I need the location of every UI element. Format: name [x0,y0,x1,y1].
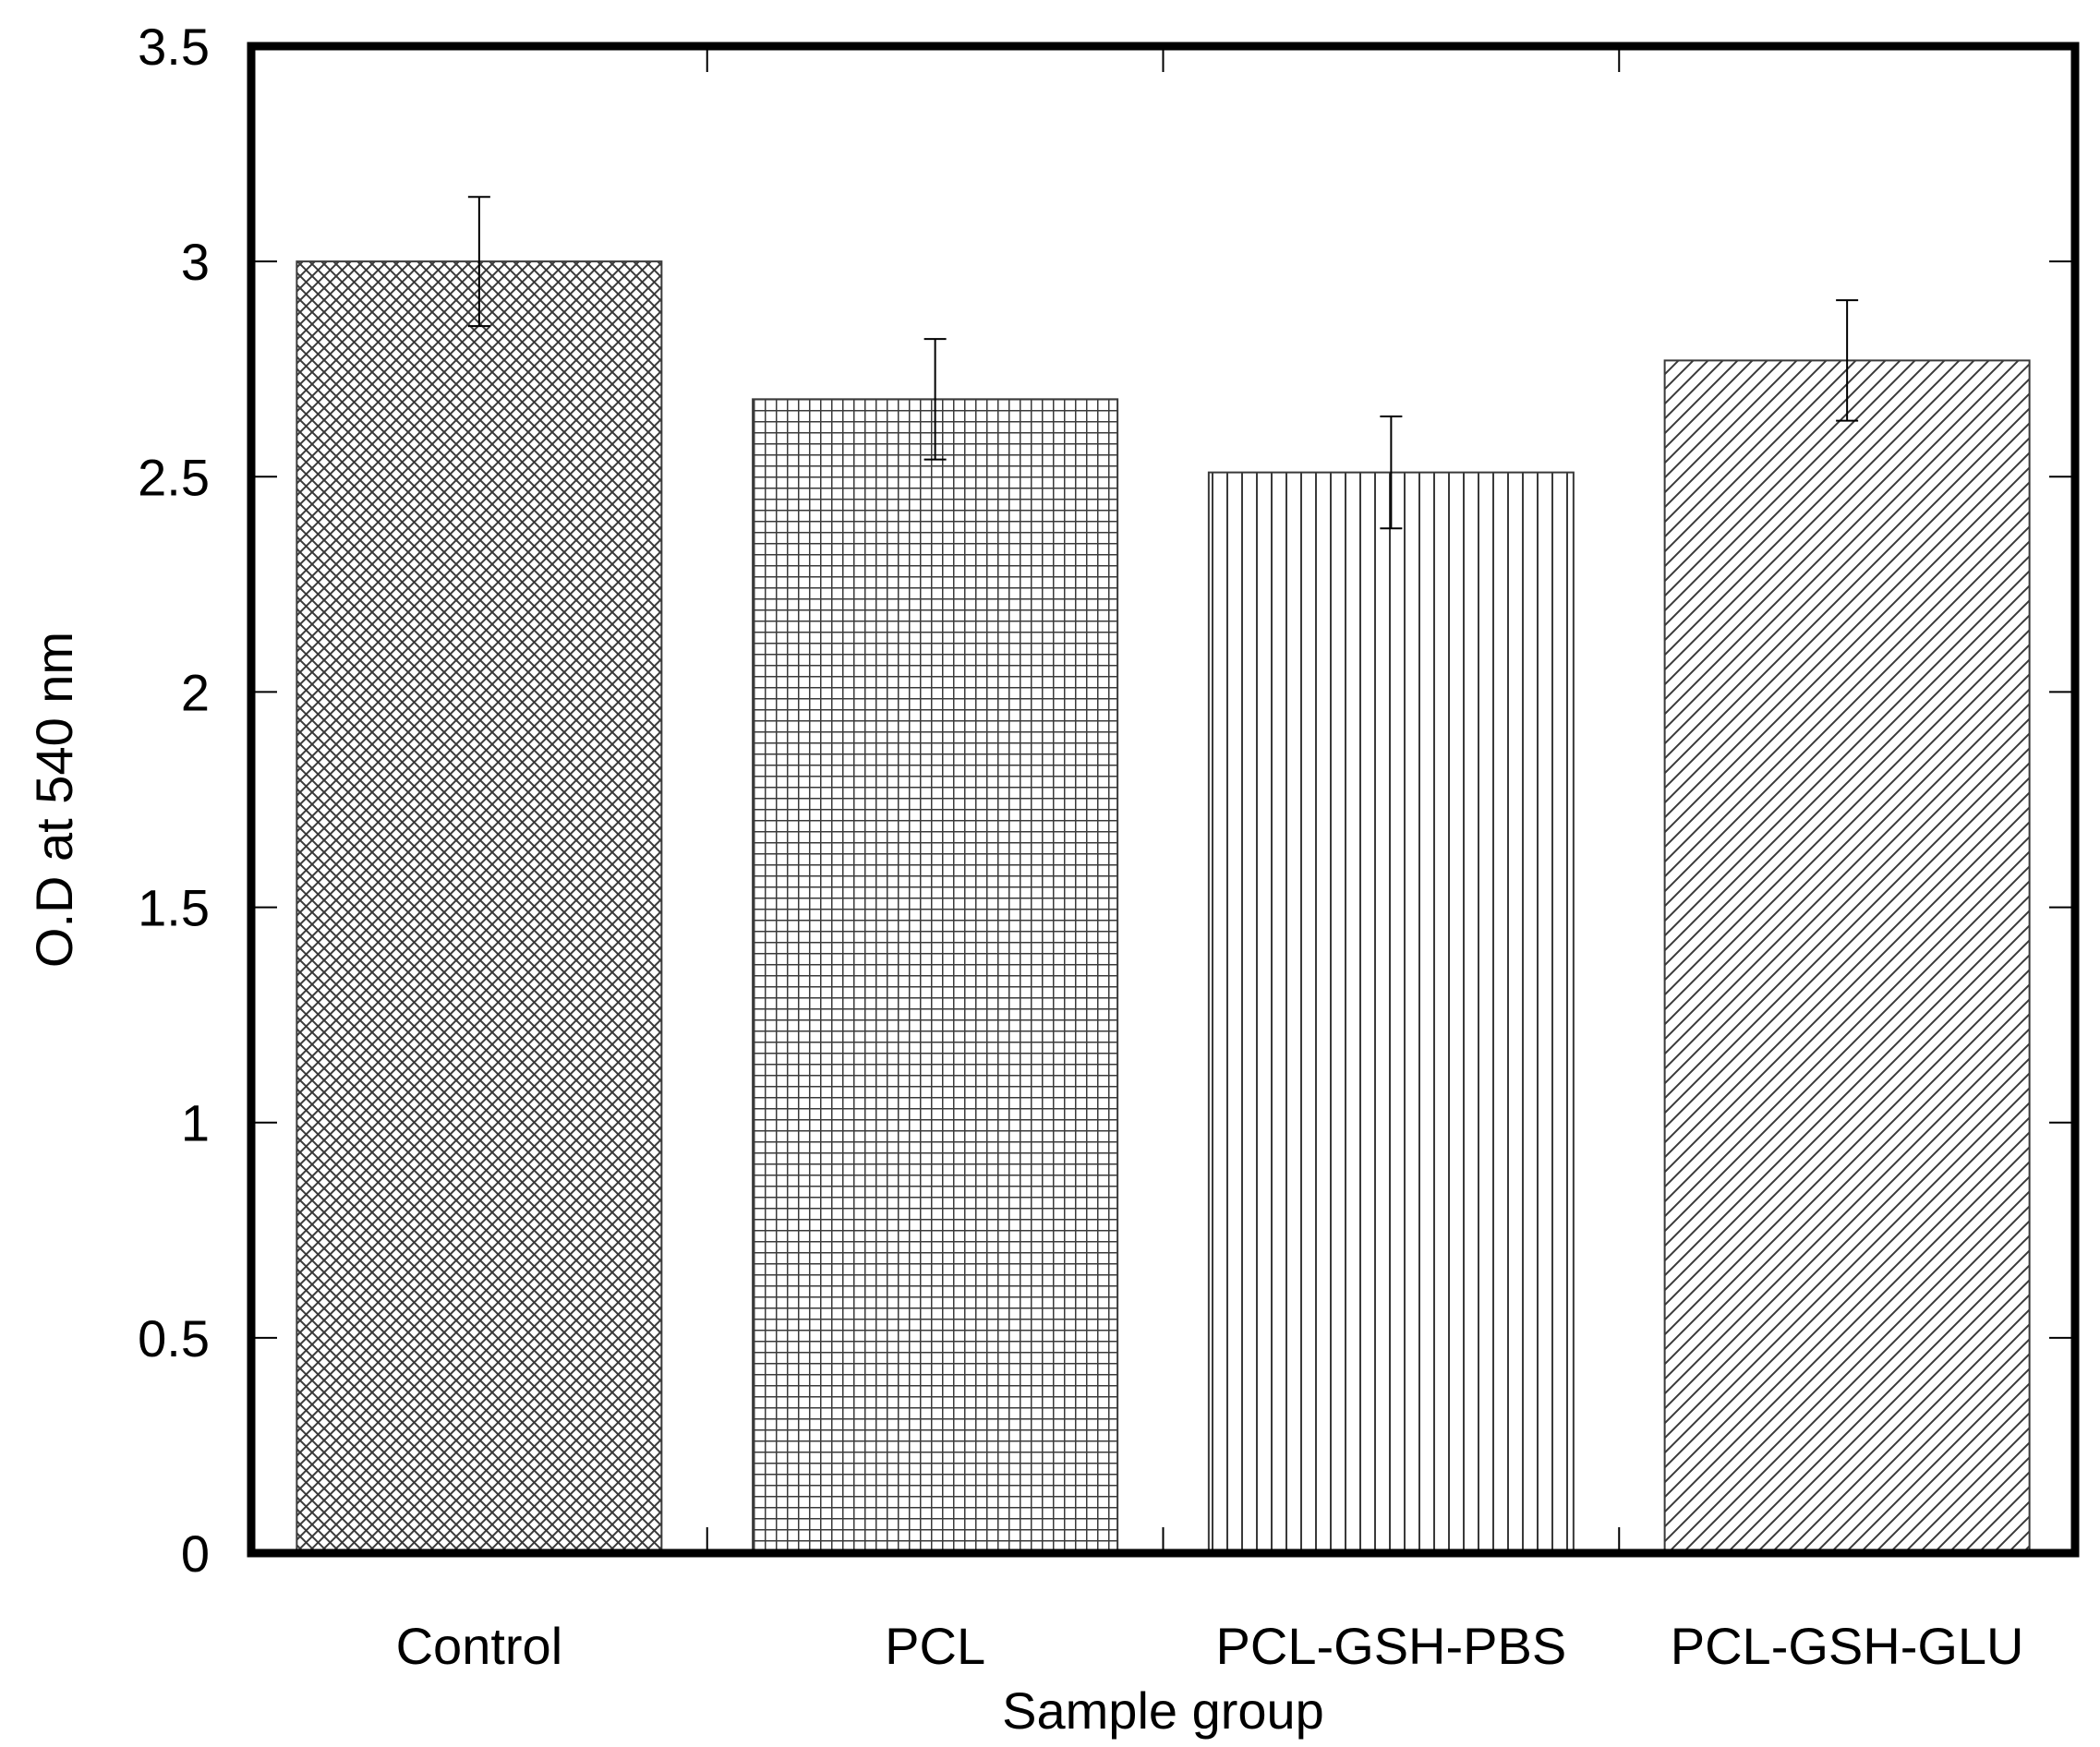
labels-group: Control PCL PCL-GSH-PBS PCL-GSH-GLU 0 0.5 1 1.5… [138,18,2023,1675]
plot-frame [247,42,2080,1558]
axes-group [247,42,2080,1558]
x-tick-label-pcl-gsh-pbs: PCL-GSH-PBS [1216,1617,1567,1675]
y-tick-label: 2.5 [138,448,210,506]
y-axis-title: O.D at 540 nm [25,632,83,968]
y-tick-label: 3.5 [138,18,210,76]
error-bar-pcl [923,338,947,461]
bar-pcl-gsh-glu [1663,359,2031,1555]
x-tick-label-pcl: PCL [885,1617,985,1675]
bars-group [296,260,2031,1555]
y-tick-label: 3 [181,233,210,291]
bar-pcl [752,398,1119,1555]
y-tick-label: 2 [181,663,210,721]
y-tick-label: 0.5 [138,1309,210,1367]
x-axis-title: Sample group [1002,1681,1324,1740]
x-tick-label-control: Control [396,1617,563,1675]
y-tick-label: 1.5 [138,879,210,937]
error-bars-group [467,196,1859,530]
x-tick-label-pcl-gsh-glu: PCL-GSH-GLU [1671,1617,2024,1675]
error-bar-control [467,196,490,328]
bar-control [296,260,663,1555]
y-tick-label: 0 [181,1524,210,1583]
error-bar-pcl-gsh-pbs [1380,416,1403,530]
bar-pcl-gsh-pbs [1207,471,1575,1555]
error-bar-pcl-gsh-glu [1836,299,1859,422]
y-tick-label: 1 [181,1094,210,1152]
